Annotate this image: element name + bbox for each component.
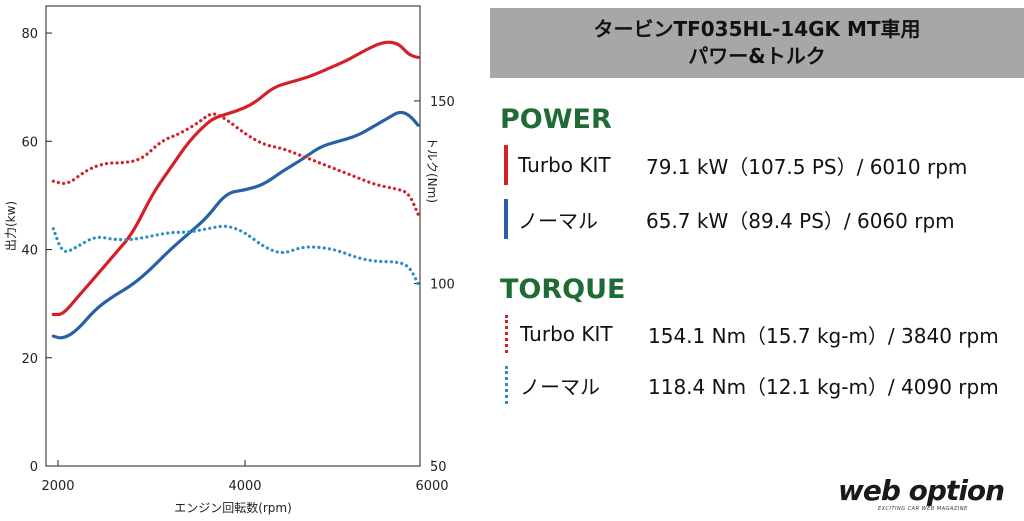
chart-axes	[45, 5, 433, 467]
chart: 20004000600002040608050100150200エンジン回転数(…	[4, 5, 455, 515]
chart-title-line2: パワー&トルク	[688, 44, 826, 68]
web-option-logo: web option EXCITING CAR WEB MAGAZINE	[838, 476, 1018, 516]
legend-swatch-power-turbo	[504, 145, 508, 185]
torque-heading: TORQUE	[500, 274, 626, 305]
legend-power-normal: ノーマル 65.7 kW（89.4 PS）/ 6060 rpm	[504, 199, 955, 239]
chart-labels: 20004000600002040608050100150200エンジン回転数(…	[4, 27, 455, 515]
legend-swatch-torque-normal	[505, 366, 508, 404]
series-line-0	[51, 40, 420, 317]
power-heading: POWER	[500, 104, 612, 135]
legend-name-power-turbo: Turbo KIT	[518, 153, 611, 177]
legend-value-power-turbo: 79.1 kW（107.5 PS）/ 6010 rpm	[646, 154, 968, 179]
legend-swatch-torque-turbo	[505, 315, 508, 353]
legend-name-power-normal: ノーマル	[518, 208, 598, 233]
legend-power-turbo: Turbo KIT 79.1 kW（107.5 PS）/ 6010 rpm	[504, 145, 967, 185]
logo-tagline: EXCITING CAR WEB MAGAZINE	[878, 506, 968, 512]
x-tick-label-6000: 6000	[415, 479, 448, 494]
plot-frame	[45, 5, 421, 467]
chart-title-box: タービンTF035HL-14GK MT車用 パワー&トルク	[490, 8, 1024, 78]
legend-swatch-power-normal	[504, 199, 508, 239]
legend-torque-normal: ノーマル 118.4 Nm（12.1 kg-m）/ 4090 rpm	[504, 365, 999, 405]
series-line-2	[51, 112, 420, 216]
series-line-1	[51, 110, 420, 340]
y-left-tick-label-60: 60	[21, 135, 38, 150]
logo-text: web option	[838, 474, 1005, 507]
y-left-axis-title: 出力(kw)	[4, 201, 18, 251]
legend-name-torque-turbo: Turbo KIT	[520, 322, 613, 346]
y-right-tick-label-150: 150	[430, 95, 455, 110]
legend-value-torque-turbo: 154.1 Nm（15.7 kg-m）/ 3840 rpm	[648, 323, 999, 348]
x-tick-label-4000: 4000	[228, 479, 261, 494]
y-right-axis-title: トルク(Nm)	[425, 137, 439, 203]
legend-value-torque-normal: 118.4 Nm（12.1 kg-m）/ 4090 rpm	[648, 374, 999, 399]
series-line-3	[51, 224, 420, 286]
y-left-tick-label-80: 80	[21, 27, 38, 42]
legend-torque-turbo: Turbo KIT 154.1 Nm（15.7 kg-m）/ 3840 rpm	[504, 314, 999, 354]
x-tick-label-2000: 2000	[41, 479, 74, 494]
y-right-tick-label-100: 100	[430, 277, 455, 292]
chart-series	[51, 40, 420, 340]
y-left-tick-label-0: 0	[30, 460, 38, 475]
y-left-tick-label-40: 40	[21, 244, 38, 259]
x-axis-title: エンジン回転数(rpm)	[174, 500, 292, 515]
legend-name-torque-normal: ノーマル	[520, 374, 600, 399]
chart-title-line1: タービンTF035HL-14GK MT車用	[593, 17, 921, 41]
y-left-tick-label-20: 20	[21, 352, 38, 367]
y-right-tick-label-50: 50	[430, 460, 447, 475]
legend-value-power-normal: 65.7 kW（89.4 PS）/ 6060 rpm	[646, 208, 955, 233]
